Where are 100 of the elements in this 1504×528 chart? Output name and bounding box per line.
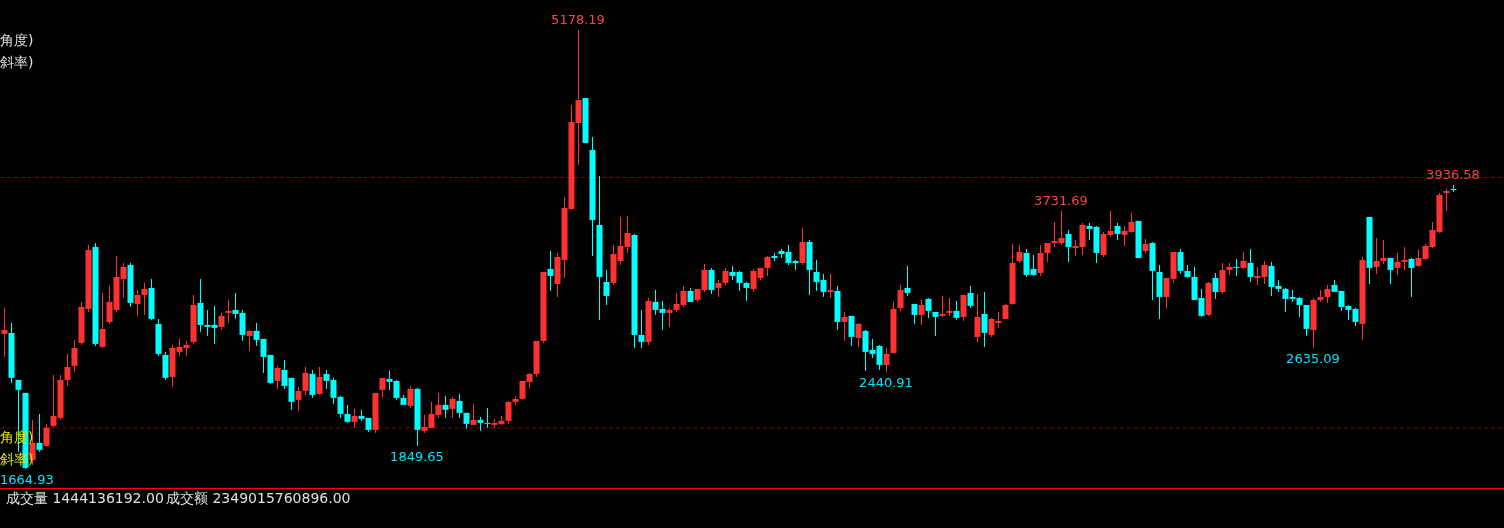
candlestick [351,408,358,429]
candlestick [141,282,148,316]
candlestick [596,175,603,321]
candlestick [1359,256,1366,341]
annotation: 1664.93 [0,472,54,487]
candlestick [967,285,974,309]
candlestick [99,292,106,347]
candlestick [456,393,463,419]
candlestick [71,339,78,373]
candlestick [638,309,645,349]
candlestick [1142,238,1149,254]
candlestick [512,395,519,406]
candlestick [918,299,925,326]
candlestick [645,297,652,346]
candlestick [974,293,981,343]
candlestick [1394,252,1401,276]
candlestick [442,395,449,419]
candlestick [1450,184,1457,193]
annotation: 5178.19 [551,12,605,27]
candlestick [1212,272,1219,300]
annotation: 角度) [0,32,34,48]
candlestick [827,273,834,299]
candlestick [631,234,638,349]
candlestick [764,256,771,277]
candlestick [946,297,953,317]
candlestick [1240,251,1247,268]
candlestick [939,295,946,316]
candlestick [295,386,302,412]
candlestick [1205,282,1212,315]
candlestick [603,269,610,306]
candlestick [302,366,309,396]
candlestick [505,401,512,425]
candlestick [190,294,197,345]
candlestick [1184,264,1191,277]
candlestick [1226,262,1233,276]
candlestick [162,351,169,381]
candlestick [316,366,323,394]
candlestick [218,312,225,331]
candlestick [666,307,673,328]
annotation: 2635.09 [1286,350,1340,366]
candlestick [834,285,841,331]
candlestick [1,307,8,358]
candlestick [484,407,491,429]
candlestick [246,330,253,352]
candlestick [925,298,932,319]
candlestick [43,423,50,446]
candlestick [477,416,484,432]
candlestick [715,279,722,298]
candlestick [1065,229,1072,263]
candlestick [414,388,421,447]
candlestick [344,404,351,422]
candlestick [1114,222,1121,241]
candlestick [1380,239,1387,265]
candlestick [1156,264,1163,320]
candlestick [8,322,15,384]
annotation: 3731.69 [1034,192,1088,208]
candlestick [841,311,848,342]
candlestick [1324,284,1331,304]
candlestick [36,413,43,453]
candlestick [309,369,316,399]
candlestick [1016,244,1023,264]
candlestick [225,299,232,324]
candlestick [148,278,155,319]
candlestick [904,265,911,297]
candlestick [771,252,778,262]
candlestick [953,300,960,321]
candlestick [1408,258,1415,298]
candlestick [806,239,813,296]
annotation: 1849.65 [390,448,444,464]
text: 成交量 1444136192.00 [6,490,164,506]
candlestick [155,318,162,357]
candlestick [1247,248,1254,283]
candlestick [1233,258,1240,277]
candlestick [407,385,414,409]
candlestick [64,353,71,387]
candlestick [92,242,99,347]
candlestick [547,250,554,292]
candlestick [855,323,862,348]
candlestick [1149,242,1156,301]
annotation: 斜率) [0,54,34,70]
candlestick [1177,248,1184,275]
candlestick [1009,243,1016,304]
candlestick [890,301,897,353]
candlestick [1317,289,1324,303]
text: 成交额 2349015760896.00 [166,490,351,506]
annotation: 2440.91 [859,375,913,391]
candlestick [1443,188,1450,212]
candlestick [1310,297,1317,349]
candlestick [1373,237,1380,275]
annotation: 3936.58 [1426,167,1480,183]
candlestick [897,284,904,312]
candlestick [1401,246,1408,271]
candlestick [981,291,988,348]
candlestick [134,289,141,317]
candlestick [1219,262,1226,295]
candlestick [589,136,596,257]
candlestick [722,267,729,286]
candlestick [1037,244,1044,277]
candlestick [274,365,281,390]
candlestick [127,262,134,308]
